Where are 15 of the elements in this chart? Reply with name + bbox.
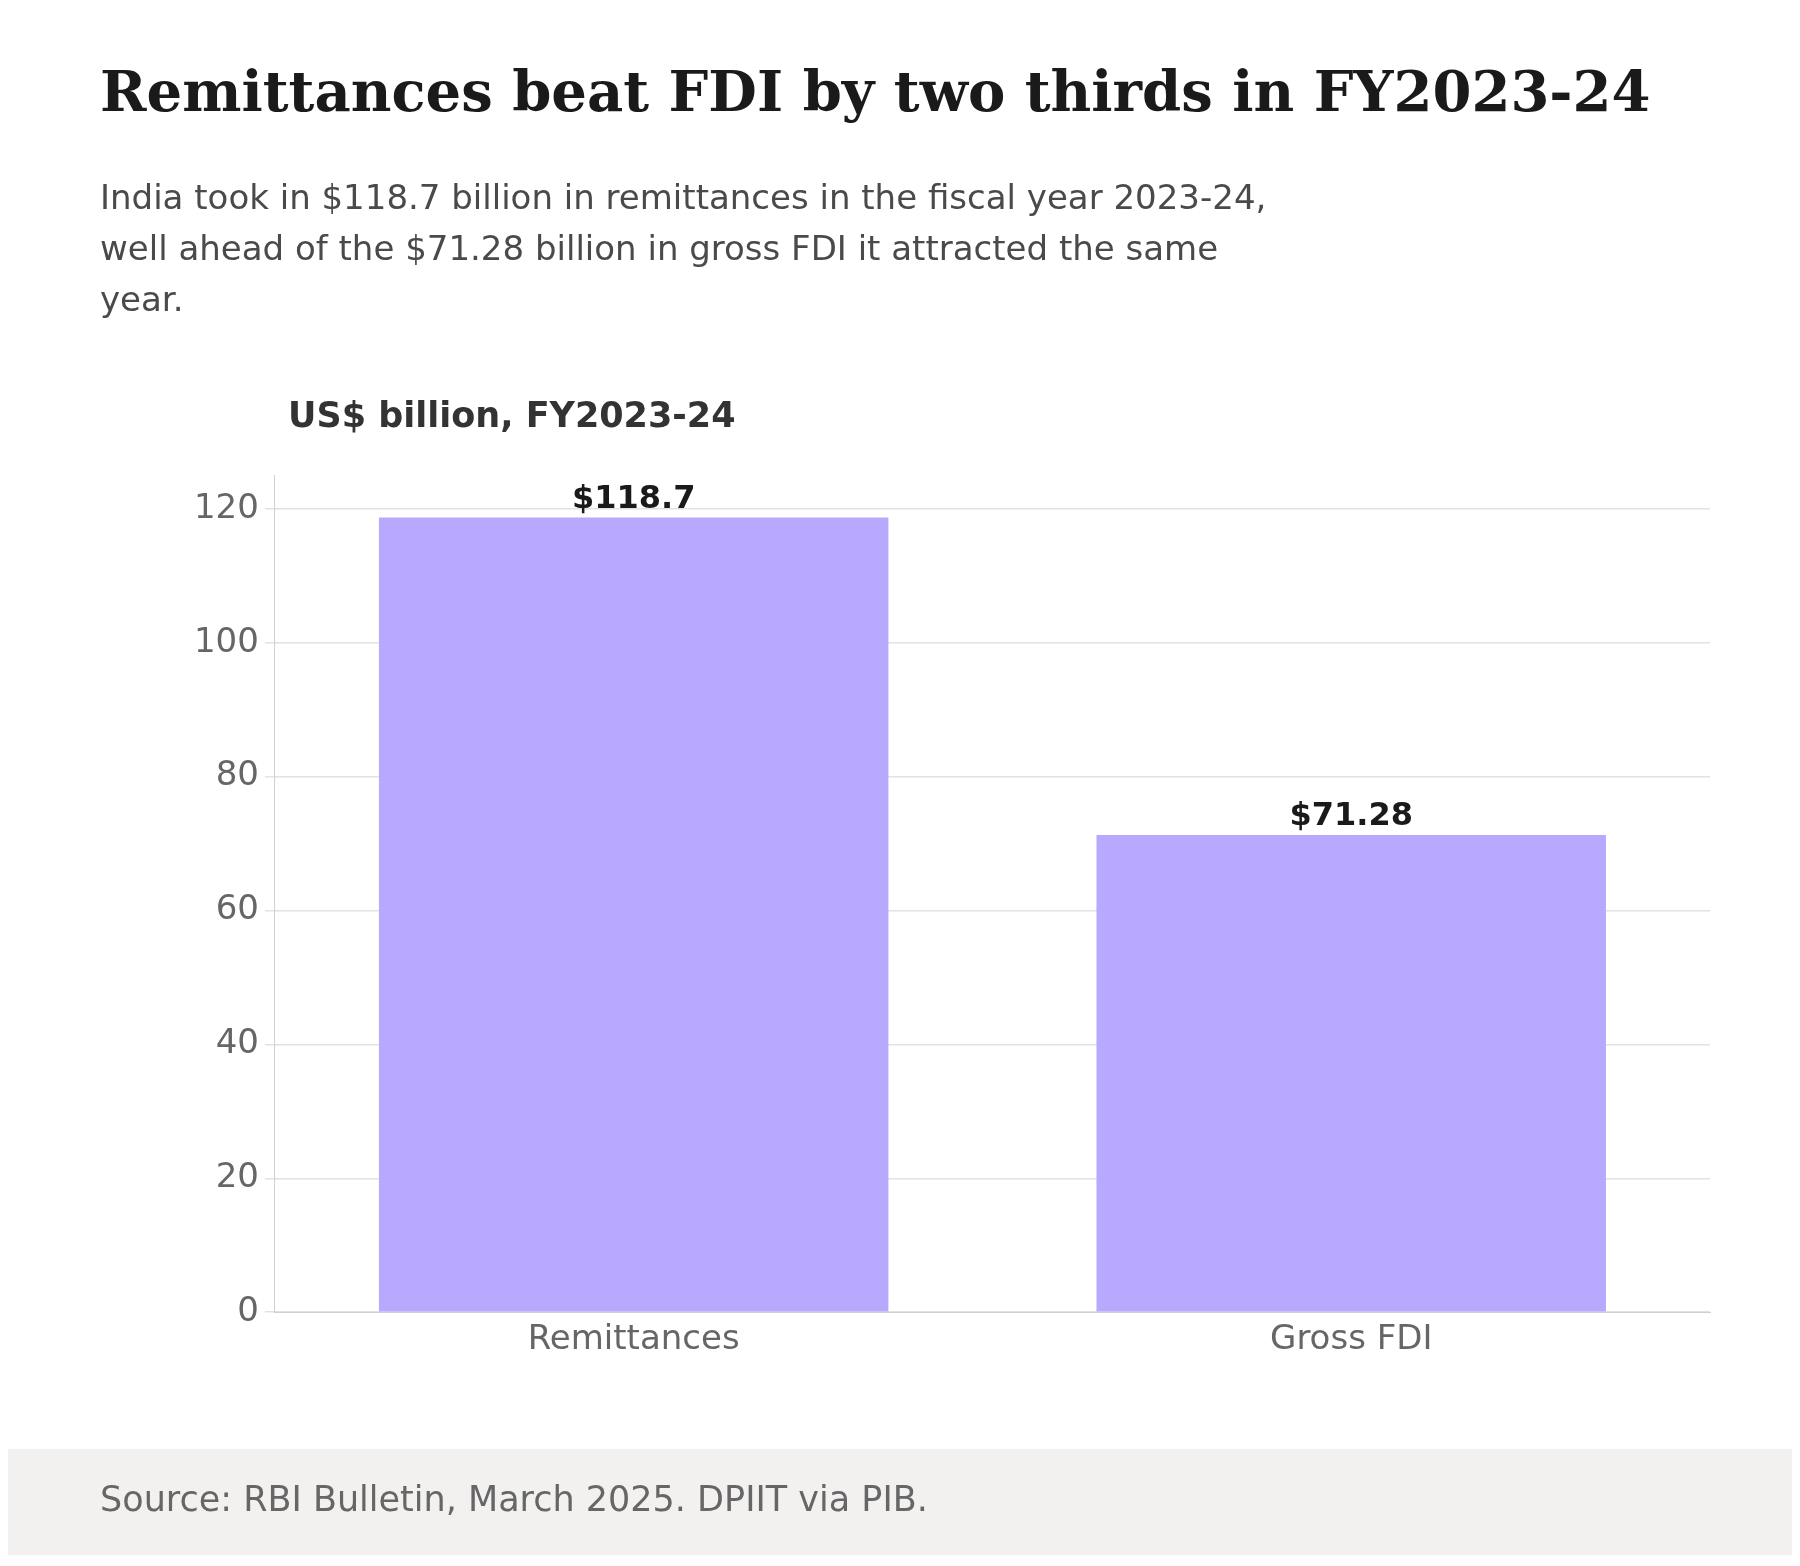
x-tick-label: Remittances [527, 1317, 740, 1358]
y-tick-label: 20 [215, 1155, 259, 1196]
data-label: $71.28 [1289, 795, 1413, 834]
y-tick-label: 60 [215, 887, 259, 928]
y-tick-label: 40 [215, 1021, 259, 1062]
chart-subtitle: India took in $118.7 billion in remittances in the fiscal year 2023-24, well ahead of the $71.28 billion in gross FDI it attracted the same year. [100, 176, 1268, 321]
y-axis-title: US$ billion, FY2023-24 [288, 395, 737, 435]
x-tick-label: Gross FDI [1270, 1317, 1433, 1358]
y-tick-label: 0 [237, 1289, 259, 1330]
y-tick-label: 100 [193, 619, 259, 660]
y-tick-label: 80 [215, 753, 259, 794]
chart-title: Remittances beat FDI by two thirds in FY2023-24 [100, 58, 1652, 124]
data-label: $118.7 [571, 477, 696, 516]
y-tick-label: 120 [193, 485, 259, 526]
source-note: Source: RBI Bulletin, March 2025. DPIIT via PIB. [100, 1479, 929, 1519]
